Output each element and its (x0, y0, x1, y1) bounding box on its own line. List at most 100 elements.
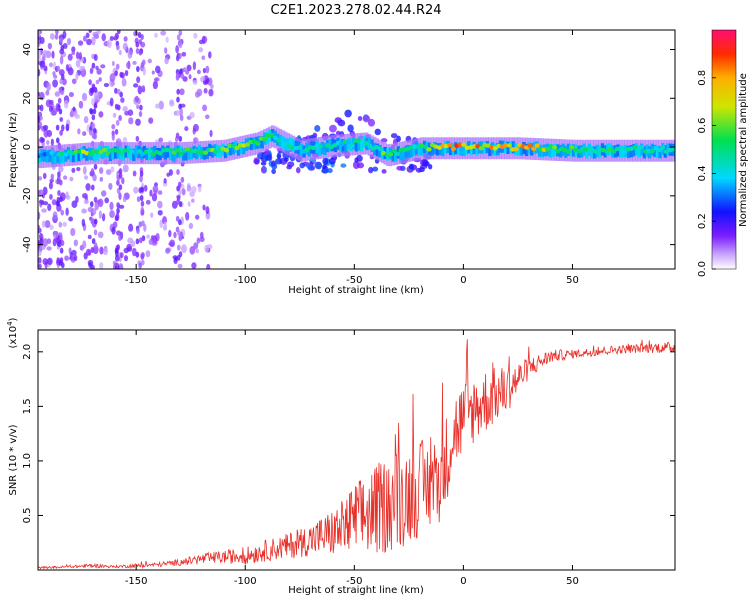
band-core (399, 148, 403, 161)
band-core (58, 151, 63, 164)
noise-speckle (184, 126, 189, 132)
noise-speckle (175, 110, 181, 116)
noise-speckle (148, 117, 154, 124)
noise-streak (114, 128, 119, 135)
noise-speckle (111, 60, 115, 67)
noise-streak (141, 252, 145, 259)
noise-speckle (65, 207, 69, 216)
noise-speckle (128, 117, 134, 125)
noise-speckle (154, 32, 158, 38)
noise-speckle (78, 100, 84, 109)
band-core (367, 137, 372, 150)
noise-streak (135, 48, 140, 55)
noise-speckle (50, 110, 57, 116)
figure-title: C2E1.2023.278.02.44.R24 (270, 3, 441, 18)
noise-speckle (38, 263, 42, 269)
band-ridge (262, 136, 268, 142)
noise-streak (135, 251, 140, 258)
noise-streak (118, 168, 123, 175)
noise-speckle (49, 33, 55, 40)
noise-streak (56, 65, 61, 72)
noise-speckle (92, 31, 99, 37)
noise-streak (141, 85, 146, 92)
snr-panel: -150 -100 -50 0 50 0.5 1.0 1.5 2.0 Height of st… (6, 317, 676, 596)
scatter-blob (327, 168, 333, 174)
noise-speckle (49, 224, 54, 231)
band-core (281, 136, 285, 149)
band-ridge (461, 142, 467, 147)
scatter-blob (265, 154, 272, 161)
noise-speckle (41, 220, 46, 228)
noise-speckle (108, 182, 113, 190)
band-ridge (147, 149, 153, 154)
band-ridge (157, 150, 163, 156)
band-core (239, 141, 243, 155)
noise-speckle (92, 245, 99, 255)
band-ridge (377, 146, 383, 151)
band-ridge (611, 149, 617, 154)
noise-speckle (204, 244, 210, 253)
scatter-blob (261, 166, 267, 174)
noise-speckle (68, 247, 72, 255)
band-core (658, 146, 662, 159)
band-core (456, 142, 461, 155)
noise-speckle (205, 206, 210, 215)
noise-speckle (100, 64, 106, 69)
noise-speckle (38, 189, 45, 196)
noise-streak (90, 87, 94, 94)
band-core (74, 149, 78, 162)
noise-speckle (188, 222, 194, 230)
noise-speckle (208, 51, 212, 59)
noise-speckle (198, 185, 202, 193)
noise-speckle (84, 175, 89, 180)
noise-streak (91, 62, 96, 69)
noise-streak (90, 247, 95, 254)
band-core (655, 145, 660, 158)
noise-speckle (38, 256, 42, 264)
noise-streak (56, 257, 61, 264)
noise-speckle (81, 208, 86, 214)
noise-speckle (39, 36, 45, 45)
noise-speckle (111, 81, 116, 86)
band-core (519, 143, 523, 156)
noise-speckle (38, 199, 45, 204)
noise-speckle (38, 142, 41, 147)
noise-speckle (122, 196, 127, 203)
band-ridge (321, 146, 327, 151)
noise-speckle (64, 255, 69, 261)
noise-speckle (61, 124, 65, 132)
noise-speckle (82, 166, 87, 175)
band-core (629, 145, 633, 158)
noise-streak (141, 235, 146, 242)
noise-speckle (181, 51, 187, 57)
noise-speckle (124, 70, 129, 77)
noise-speckle (87, 234, 92, 240)
scatter-blob (286, 165, 292, 170)
scatter-blob (415, 167, 422, 173)
band-ridge (527, 143, 533, 148)
noise-speckle (111, 124, 116, 130)
noise-speckle (43, 65, 48, 72)
noise-speckle (46, 246, 52, 251)
noise-streak (55, 124, 60, 131)
noise-speckle (127, 109, 134, 116)
noise-speckle (143, 184, 148, 192)
snr-y-label: SNR (10 * v/v) (8, 424, 19, 495)
noise-speckle (79, 65, 86, 71)
band-core (627, 145, 631, 158)
noise-speckle (75, 51, 80, 60)
noise-streak (89, 129, 93, 136)
noise-speckle (101, 33, 107, 42)
band-ridge (569, 145, 575, 150)
noise-speckle (121, 177, 125, 185)
noise-speckle (98, 210, 103, 219)
noise-speckle (109, 210, 115, 219)
noise-speckle (146, 234, 151, 239)
noise-streak (117, 30, 121, 35)
noise-streak (59, 196, 63, 203)
noise-speckle (76, 166, 81, 172)
snr-y-multiplier-close: ) (8, 317, 19, 321)
noise-speckle (142, 67, 146, 76)
snr-y-multiplier-base: (x10 (8, 326, 19, 349)
noise-speckle (209, 129, 213, 138)
